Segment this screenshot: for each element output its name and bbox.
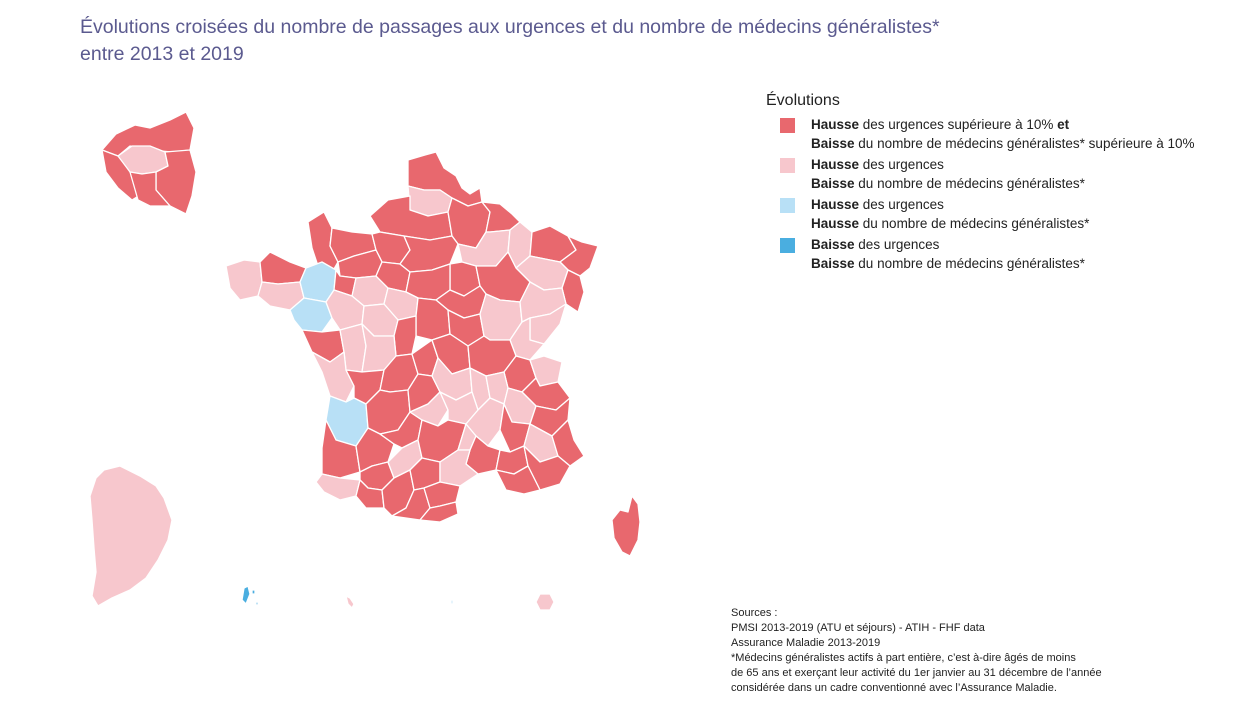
legend-pink-l2-bold: Baisse	[811, 175, 855, 191]
legend-blue-l2-rest: du nombre de médecins généralistes*	[854, 255, 1085, 271]
legend-red-l1-rest: des urgences supérieure à 10%	[859, 117, 1058, 132]
legend-swatch-red	[780, 118, 795, 133]
dept-reunion[interactable]	[535, 593, 555, 611]
dept-indre[interactable]	[393, 315, 417, 357]
dept-pyrenees-atlantiques[interactable]	[315, 473, 361, 501]
map-title: Évolutions croisées du nombre de passage…	[80, 14, 1080, 68]
dept-martinique[interactable]	[450, 599, 454, 605]
sources-line-1: Sources :	[731, 607, 778, 619]
legend-red-l1-bold: Hausse	[811, 117, 860, 132]
sources-line-2: PMSI 2013-2019 (ATU et séjours) - ATIH -…	[731, 622, 985, 634]
dept-loire-atlantique[interactable]	[289, 297, 333, 333]
legend-blue-l2-bold: Baisse	[811, 255, 855, 271]
legend-lightblue-l1-bold: Hausse	[811, 197, 860, 212]
legend-item-light-blue: Hausse des urgences Hausse du nombre de …	[766, 196, 1236, 233]
title-line-1: Évolutions croisées du nombre de passage…	[80, 16, 940, 38]
sources-line-5: de 65 ans et exerçant leur activité du 1…	[731, 667, 1102, 679]
legend-item-blue: Baisse des urgences Baisse du nombre de …	[766, 236, 1236, 273]
legend-title: Évolutions	[766, 92, 840, 109]
legend-red-l2-rest: du nombre de médecins généralistes* supé…	[854, 135, 1195, 151]
legend-swatch-pink	[780, 158, 795, 173]
dept-landes[interactable]	[321, 419, 361, 479]
dept-pyrenees-orientales[interactable]	[419, 501, 459, 523]
dept-finistere[interactable]	[225, 259, 263, 301]
legend-lightblue-l2-bold: Hausse	[811, 215, 860, 231]
title-line-2: entre 2013 et 2019	[80, 43, 244, 65]
sources-line-4: *Médecins généralistes actifs à part ent…	[731, 652, 1076, 664]
map-legend: Évolutions Hausse des urgences supérieur…	[766, 92, 1236, 276]
legend-pink-l2-rest: du nombre de médecins généralistes*	[854, 175, 1085, 191]
legend-blue-l1-rest: des urgences	[854, 237, 940, 252]
legend-blue-l1-bold: Baisse	[811, 237, 855, 252]
dept-guyane[interactable]	[89, 465, 173, 607]
dept-mayotte[interactable]	[241, 585, 251, 605]
legend-red-l1-bold2: et	[1057, 117, 1070, 132]
legend-pink-l1-bold: Hausse	[811, 157, 860, 172]
legend-swatch-blue	[780, 238, 795, 253]
dept-cotes-armor[interactable]	[259, 251, 307, 285]
legend-item-red: Hausse des urgences supérieure à 10% et …	[766, 116, 1236, 153]
dept-corse[interactable]	[611, 495, 641, 557]
dept-mayotte-petite[interactable]	[251, 589, 256, 595]
dept-mayotte-small[interactable]	[255, 601, 259, 606]
ile-de-france-inset	[101, 111, 197, 215]
dept-guadeloupe[interactable]	[345, 595, 355, 609]
dept-idf-north[interactable]	[101, 111, 195, 157]
legend-pink-l1-rest: des urgences	[859, 157, 944, 172]
sources-note: Sources : PMSI 2013-2019 (ATU et séjours…	[731, 606, 1151, 696]
sources-line-3: Assurance Maladie 2013-2019	[731, 637, 881, 649]
legend-swatch-light-blue	[780, 198, 795, 213]
sources-line-6: considérée dans un cadre conventionné av…	[731, 682, 1057, 694]
legend-lightblue-l1-rest: des urgences	[859, 197, 944, 212]
legend-red-l2-bold: Baisse	[811, 135, 855, 151]
dept-idf-south[interactable]	[129, 171, 171, 207]
dept-bouches-du-rhone[interactable]	[495, 465, 541, 495]
metropolitan-france	[225, 151, 641, 557]
overseas-territories	[89, 465, 555, 611]
legend-lightblue-l2-rest: du nombre de médecins généralistes*	[859, 215, 1090, 231]
dept-idf-east[interactable]	[155, 149, 197, 215]
legend-item-pink: Hausse des urgences Baisse du nombre de …	[766, 156, 1236, 193]
